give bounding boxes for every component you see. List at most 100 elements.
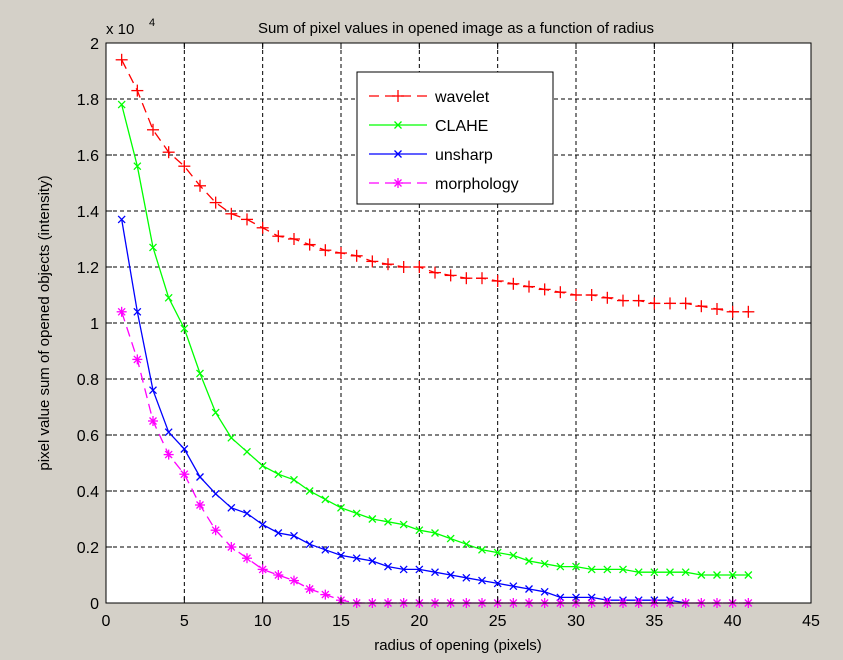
data-point-clahe [337,503,345,512]
legend-marker [392,90,404,102]
data-point-clahe [196,369,204,378]
data-point-morphology [116,306,127,317]
data-point-wavelet [632,294,645,307]
data-point-clahe [415,526,424,535]
data-point-unsharp [399,565,408,574]
data-point-wavelet [131,84,144,97]
data-point-wavelet [319,244,332,257]
data-point-wavelet [413,261,426,273]
y-tick-label: 1.2 [77,260,99,277]
data-point-clahe [681,568,690,577]
x-tick-label: 15 [332,613,350,630]
data-point-unsharp [227,503,236,512]
y-tick-label: 0.4 [77,484,99,501]
data-point-morphology [132,354,143,365]
legend-label: CLAHE [435,118,488,135]
data-point-wavelet [382,258,394,271]
data-point-unsharp [196,473,204,481]
data-point-clahe [290,475,298,484]
series-wavelet [115,53,755,318]
data-point-unsharp [180,445,189,453]
data-point-morphology [226,542,237,552]
data-point-clahe [368,515,377,523]
data-point-unsharp [587,593,596,602]
data-point-wavelet [742,305,755,318]
data-point-clahe [493,548,502,557]
series-clahe [117,100,753,579]
data-point-clahe [243,447,251,456]
data-point-wavelet [350,249,363,262]
data-point-unsharp [258,520,267,529]
data-point-unsharp [164,428,173,437]
axis-ticks: 0 5 10 15 20 25 30 35 40 45 0 0.2 0.4 0.6 0.8 1 1.2 1.4 1.… [77,36,820,630]
data-point-unsharp [462,573,471,582]
data-point-wavelet [397,261,410,273]
data-point-wavelet [523,280,535,293]
data-point-clahe [650,568,659,577]
y-scale-exponent: 4 [149,17,155,29]
data-point-morphology [257,564,268,575]
data-point-wavelet [554,286,567,299]
data-point-morphology [148,416,158,426]
data-point-wavelet [460,272,473,285]
data-point-wavelet [570,289,582,301]
data-point-morphology [304,584,315,594]
data-point-wavelet [115,53,128,66]
y-tick-label: 0 [90,596,99,613]
data-point-clahe [431,529,439,537]
data-point-wavelet [538,283,551,296]
x-tick-label: 5 [180,613,189,630]
data-point-unsharp [493,579,502,588]
data-point-morphology [273,570,284,580]
legend-entry-morphology: morphology [369,176,519,193]
legend-entry-unsharp: unsharp [369,147,493,164]
data-point-morphology [320,589,331,600]
chart-title: Sum of pixel values in opened image as a… [258,20,654,37]
data-point-wavelet [617,294,629,307]
data-point-unsharp [540,587,549,596]
data-point-wavelet [256,221,269,234]
data-point-clahe [462,540,471,549]
data-point-unsharp [321,545,330,554]
data-point-clahe [540,559,549,568]
data-point-wavelet [679,297,692,310]
data-point-wavelet [209,196,222,209]
data-point-wavelet [664,297,676,310]
data-point-morphology [289,575,299,586]
data-point-wavelet [444,269,457,282]
data-point-clahe [587,565,596,574]
data-point-clahe [744,571,753,579]
data-point-clahe [478,545,486,554]
series-group [115,53,755,608]
data-point-unsharp [211,489,220,498]
x-tick-label: 35 [645,613,663,630]
data-point-clahe [227,433,236,442]
data-point-unsharp [352,554,361,563]
data-point-unsharp [274,529,283,537]
data-point-clahe [603,565,612,574]
data-point-wavelet [303,238,316,251]
data-point-wavelet [178,160,191,173]
data-point-clahe [728,571,737,579]
data-point-clahe [619,565,627,574]
legend: wavelet CLAHE unsharp morphology [356,71,554,205]
data-point-clahe [666,568,674,577]
data-point-unsharp [243,509,251,518]
data-point-unsharp [368,557,377,565]
data-point-clahe [133,162,142,171]
data-point-wavelet [335,247,347,259]
data-point-clahe [572,562,580,571]
y-tick-label: 1 [90,316,99,333]
data-point-wavelet [194,179,206,192]
x-tick-label: 25 [489,613,507,630]
data-point-unsharp [337,551,345,560]
data-point-unsharp [149,386,157,395]
data-point-unsharp [478,576,486,585]
data-point-clahe [556,562,565,571]
data-point-clahe [305,487,314,495]
x-tick-label: 30 [567,613,585,630]
data-point-wavelet [272,230,285,243]
data-point-wavelet [648,297,661,310]
